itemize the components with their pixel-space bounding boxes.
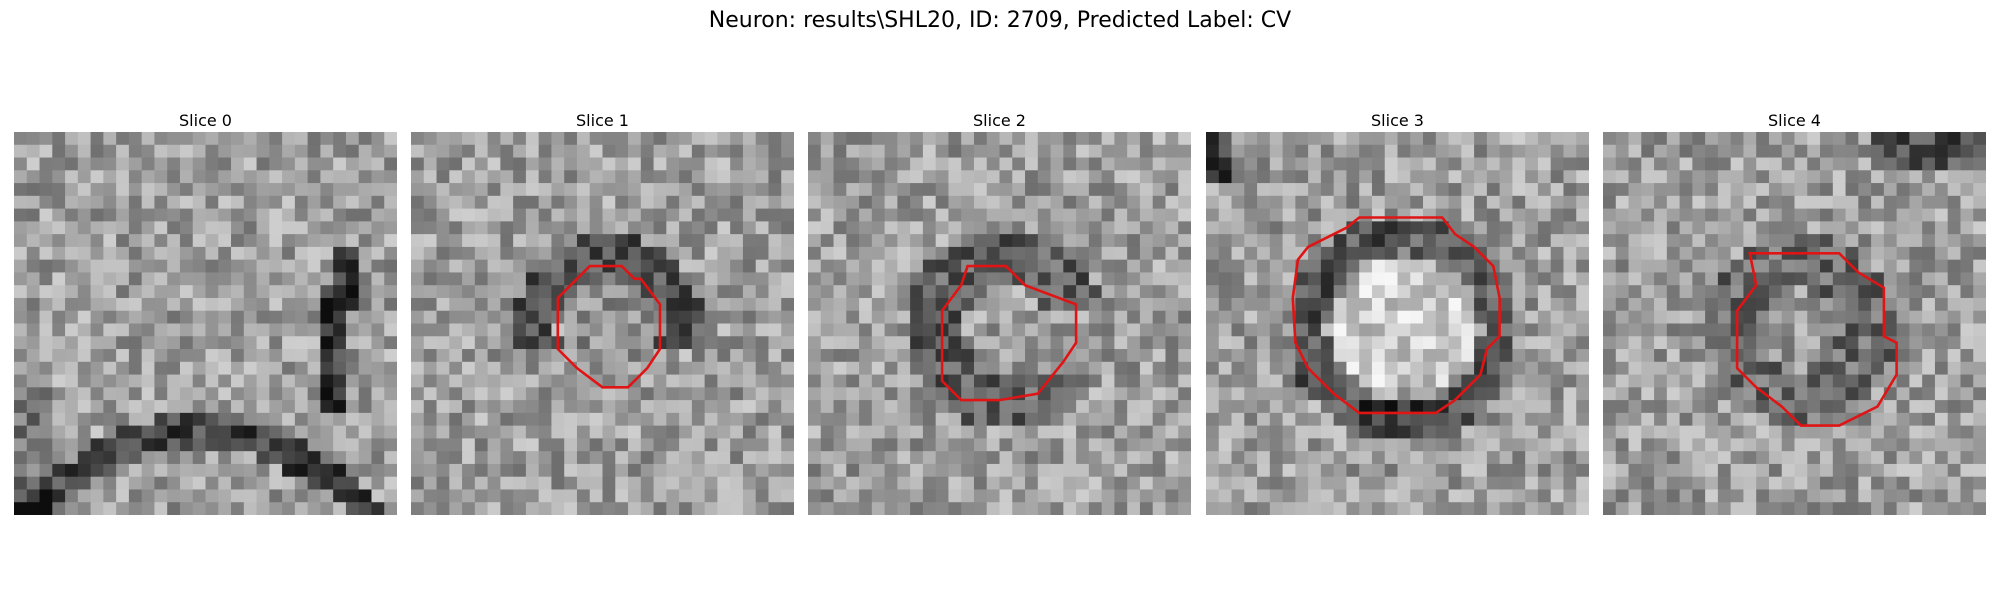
slice-title: Slice 4 — [1768, 111, 1821, 130]
slice-image — [14, 132, 397, 515]
slice-panel-3: Slice 3 — [1206, 110, 1589, 515]
segmentation-contour — [1735, 252, 1898, 427]
slice-panel-4: Slice 4 — [1603, 110, 1986, 515]
slice-title: Slice 2 — [973, 111, 1026, 130]
slice-title: Slice 0 — [179, 111, 232, 130]
slice-panel-0: Slice 0 — [14, 110, 397, 515]
segmentation-contour — [1291, 216, 1501, 415]
slice-image — [411, 132, 794, 515]
segmentation-contour — [940, 264, 1078, 402]
slice-image — [808, 132, 1191, 515]
segmentation-contour — [556, 264, 662, 389]
slice-image — [1603, 132, 1986, 515]
slice-title: Slice 3 — [1371, 111, 1424, 130]
figure-title: Neuron: results\SHL20, ID: 2709, Predict… — [708, 8, 1292, 33]
slice-image — [1206, 132, 1589, 515]
slice-panel-2: Slice 2 — [808, 110, 1191, 515]
slice-panel-1: Slice 1 — [411, 110, 794, 515]
slice-title: Slice 1 — [576, 111, 629, 130]
